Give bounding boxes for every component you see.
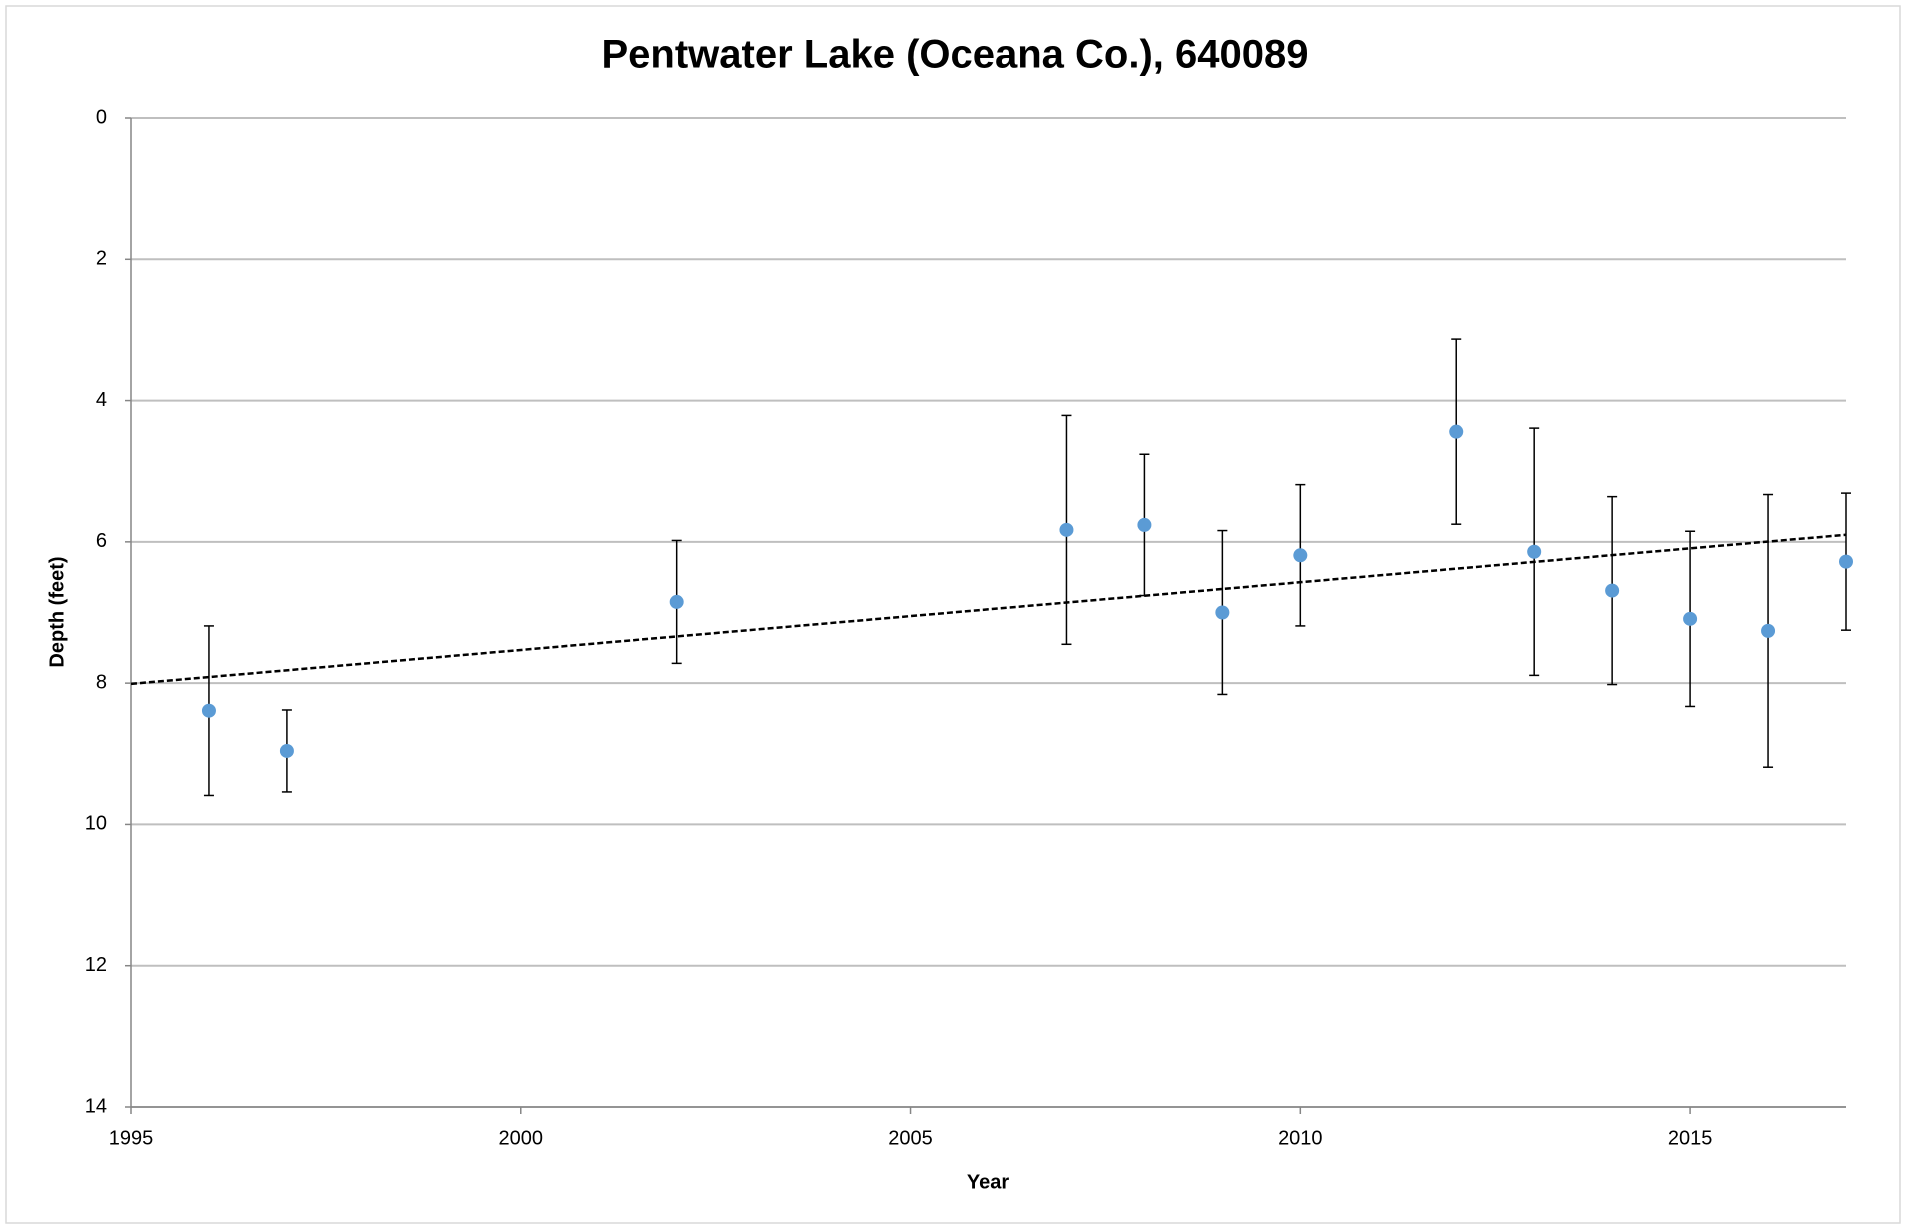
y-tick-label: 6	[96, 530, 107, 552]
y-tick-label: 8	[96, 671, 107, 693]
point	[1137, 517, 1152, 532]
chart-border	[5, 5, 1901, 1224]
point	[1761, 623, 1776, 638]
x-tick-label: 2000	[499, 1127, 544, 1149]
x-axis-title: Year	[967, 1171, 1009, 1193]
y-tick-label: 10	[85, 813, 107, 835]
point	[1449, 424, 1464, 439]
y-tick-label: 2	[96, 248, 107, 270]
point	[279, 743, 294, 758]
point	[1839, 554, 1853, 569]
point	[669, 594, 684, 609]
x-tick-label: 2015	[1668, 1127, 1713, 1149]
point	[201, 703, 216, 718]
x-tick-label: 2005	[888, 1127, 933, 1149]
y-axis-title: Depth (feet)	[46, 556, 68, 667]
y-tick-label: 12	[85, 954, 107, 976]
trendline	[130, 533, 1847, 686]
y-tick-label: 4	[96, 389, 107, 411]
x-tick-label: 2010	[1278, 1127, 1323, 1149]
point	[1059, 522, 1074, 537]
chart-title: Pentwater Lake (Oceana Co.), 640089	[602, 33, 1309, 77]
point	[1605, 583, 1620, 598]
point	[1293, 548, 1308, 563]
point	[1215, 605, 1230, 620]
point	[1527, 544, 1542, 559]
y-tick-label: 14	[85, 1095, 107, 1117]
point	[1683, 611, 1698, 626]
y-tick-label: 0	[96, 106, 107, 128]
x-tick-label: 1995	[109, 1127, 154, 1149]
